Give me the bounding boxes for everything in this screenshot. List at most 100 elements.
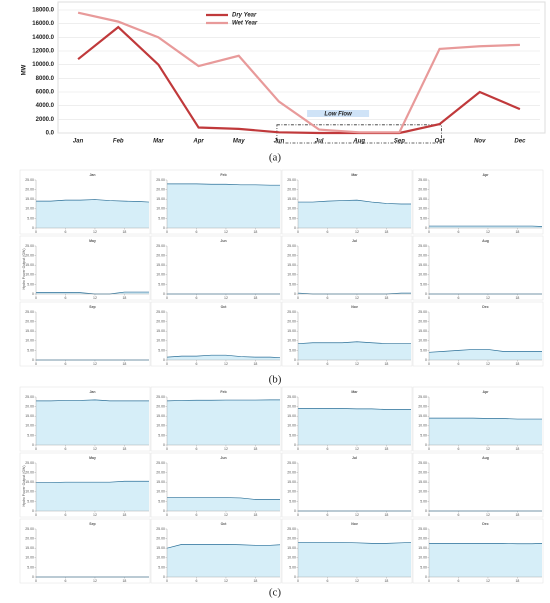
x-tick-label: 6 bbox=[65, 296, 67, 300]
y-tick-label: 15.00 bbox=[418, 546, 427, 550]
y-tick-label: 15.00 bbox=[418, 480, 427, 484]
x-tick-label: 6 bbox=[327, 513, 329, 517]
y-tick-label: 25.00 bbox=[156, 244, 165, 248]
y-tick-label: 15.00 bbox=[287, 414, 296, 418]
y-tick-label: 15.00 bbox=[156, 263, 165, 267]
y-tick-label: 5.00 bbox=[27, 216, 34, 220]
panel-title: Feb bbox=[220, 390, 226, 394]
area-fill bbox=[167, 183, 280, 228]
y-tick-label: 0 bbox=[163, 509, 165, 513]
y-tick-label: 10.00 bbox=[287, 207, 296, 211]
y-tick-label: 5.00 bbox=[420, 216, 427, 220]
panel-title: Nov bbox=[351, 305, 358, 309]
y-axis-label: Hydro Power Output (GW) bbox=[22, 248, 26, 289]
area-line bbox=[297, 341, 411, 345]
annotation-bg bbox=[307, 110, 370, 117]
y-tick-label: 0 bbox=[425, 226, 427, 230]
x-tick-label: 12 bbox=[486, 513, 490, 517]
y-tick-label: 25.00 bbox=[287, 527, 296, 531]
y-tick-label: 0 bbox=[425, 575, 427, 579]
panel-title: Jan bbox=[89, 390, 95, 394]
x-tick-label: 18 bbox=[253, 296, 257, 300]
panel-title: Aug bbox=[482, 239, 489, 243]
y-tick-label: 25.00 bbox=[25, 310, 34, 314]
x-tick-label: 6 bbox=[327, 579, 329, 583]
y-tick-label: 10.00 bbox=[156, 490, 165, 494]
x-tick-label: 12 bbox=[93, 579, 97, 583]
y-tick-label: 15.00 bbox=[287, 197, 296, 201]
x-tick-label: Jun bbox=[274, 139, 285, 145]
y-tick-label: 20.00 bbox=[287, 320, 296, 324]
y-tick-label: 25.00 bbox=[287, 178, 296, 182]
y-tick-label: 0 bbox=[425, 292, 427, 296]
y-tick-label: 0 bbox=[163, 575, 165, 579]
area-line bbox=[36, 399, 149, 402]
panel-caption: (b) bbox=[269, 374, 282, 386]
panel-frame bbox=[412, 235, 544, 301]
x-tick-label: 6 bbox=[196, 362, 198, 366]
x-tick-label: 12 bbox=[93, 296, 97, 300]
panel-title: Aug bbox=[482, 456, 489, 460]
y-tick-label: 20.00 bbox=[25, 188, 34, 192]
x-tick-label: 0 bbox=[35, 230, 37, 234]
x-tick-label: 18 bbox=[122, 447, 126, 451]
x-tick-label: 0 bbox=[166, 579, 168, 583]
x-tick-label: 0 bbox=[428, 362, 430, 366]
area-fill bbox=[36, 199, 149, 228]
y-tick-label: 10.00 bbox=[287, 490, 296, 494]
y-tick-label: 5.00 bbox=[420, 433, 427, 437]
x-tick-label: 6 bbox=[327, 296, 329, 300]
y-tick-label: 20.00 bbox=[156, 471, 165, 475]
y-tick-label: 15.00 bbox=[418, 414, 427, 418]
y-tick-label: 25.00 bbox=[287, 310, 296, 314]
x-tick-label: 0 bbox=[35, 579, 37, 583]
y-tick-label: 15.00 bbox=[25, 546, 34, 550]
x-tick-label: 0 bbox=[428, 513, 430, 517]
x-tick-label: 18 bbox=[384, 296, 388, 300]
y-tick-label: 25.00 bbox=[156, 310, 165, 314]
area-line bbox=[298, 199, 411, 205]
area-line bbox=[298, 542, 412, 544]
y-tick-label: 15.00 bbox=[25, 480, 34, 484]
x-tick-label: 12 bbox=[486, 230, 490, 234]
y-tick-label: 10.00 bbox=[156, 207, 165, 211]
x-tick-label: Jan bbox=[73, 139, 84, 145]
x-tick-label: 0 bbox=[35, 296, 37, 300]
area-fill bbox=[298, 200, 411, 228]
y-tick-label: 20.00 bbox=[156, 537, 165, 541]
panel-frame bbox=[19, 235, 151, 301]
area-fill bbox=[298, 408, 411, 445]
y-tick-label: 5.00 bbox=[289, 433, 296, 437]
y-tick-label: 20.00 bbox=[287, 471, 296, 475]
y-tick-label: 12000.0 bbox=[32, 49, 54, 55]
x-tick-label: 6 bbox=[65, 579, 67, 583]
x-tick-label: 12 bbox=[224, 362, 228, 366]
x-tick-label: 12 bbox=[93, 230, 97, 234]
area-line bbox=[36, 199, 150, 203]
y-tick-label: 10.00 bbox=[287, 273, 296, 277]
area-line bbox=[166, 399, 280, 402]
y-tick-label: 10.00 bbox=[25, 339, 34, 343]
y-tick-label: 10.00 bbox=[418, 490, 427, 494]
y-tick-label: 20.00 bbox=[25, 405, 34, 409]
y-tick-label: 4000.0 bbox=[36, 103, 55, 109]
x-tick-label: 0 bbox=[166, 447, 168, 451]
y-tick-label: 25.00 bbox=[287, 395, 296, 399]
x-tick-label: 6 bbox=[327, 230, 329, 234]
x-tick-label: 12 bbox=[486, 362, 490, 366]
y-tick-label: 10000.0 bbox=[32, 62, 54, 68]
x-tick-label: Nov bbox=[474, 139, 486, 145]
x-tick-label: 12 bbox=[224, 579, 228, 583]
x-tick-label: 18 bbox=[515, 579, 519, 583]
y-tick-label: 8000.0 bbox=[36, 76, 55, 82]
x-tick-label: 6 bbox=[196, 513, 198, 517]
y-tick-label: 20.00 bbox=[418, 537, 427, 541]
y-tick-label: 5.00 bbox=[420, 565, 427, 569]
area-line bbox=[167, 497, 280, 500]
y-tick-label: 20.00 bbox=[287, 405, 296, 409]
y-tick-label: 15.00 bbox=[156, 546, 165, 550]
y-tick-label: 2000.0 bbox=[36, 117, 55, 123]
y-tick-label: 0 bbox=[163, 358, 165, 362]
x-tick-label: 12 bbox=[355, 362, 359, 366]
